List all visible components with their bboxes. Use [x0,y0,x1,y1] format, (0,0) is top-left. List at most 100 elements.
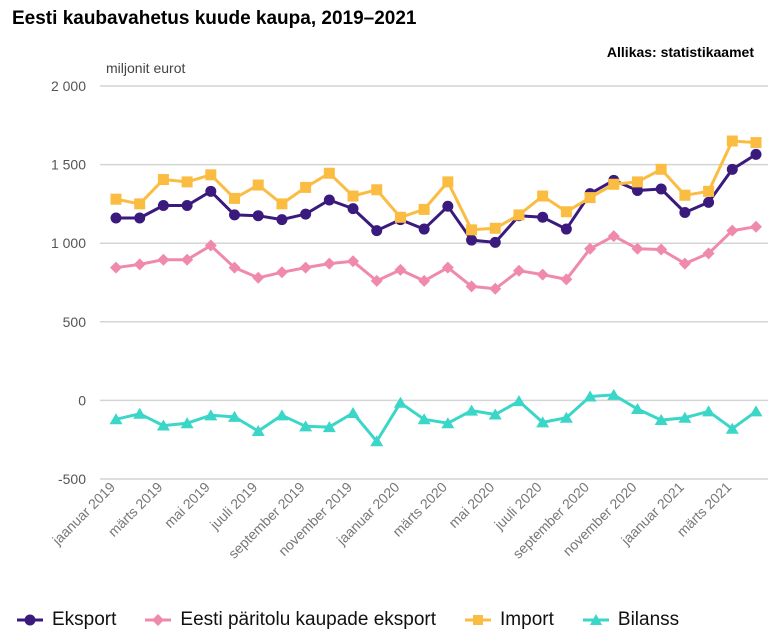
data-point [156,419,170,431]
data-point [442,200,454,212]
legend-label-eksport: Eksport [52,609,117,630]
data-point [750,148,762,160]
data-point [394,211,406,223]
data-point [180,417,194,429]
data-point [441,417,455,429]
data-point [560,223,572,235]
data-point [488,408,502,420]
data-point [229,209,241,221]
data-point [300,181,312,193]
data-point [630,403,644,415]
data-point [204,409,218,421]
data-point [181,176,193,188]
data-point [110,212,122,224]
data-point [512,395,526,407]
data-point [655,183,667,195]
data-point [276,214,288,226]
data-point [134,212,146,224]
legend-label-eesti-paritolu: Eesti päritolu kaupade eksport [180,609,437,630]
legend-item-eesti-paritolu[interactable]: Eesti päritolu kaupade eksport [144,609,436,631]
data-point [252,271,265,284]
data-point [371,225,383,237]
data-point [110,261,122,274]
data-point [371,184,383,196]
data-point [655,163,667,175]
data-point [560,206,572,218]
legend-label-bilanss: Bilanss [617,609,680,630]
data-point [418,223,430,235]
y-axis-label: miljonit eurot [106,60,185,76]
data-point [631,242,644,255]
data-point [181,199,193,211]
legend-item-eksport[interactable]: Eksport [16,609,116,631]
data-point [631,185,643,197]
data-point [702,247,715,260]
data-point [725,422,739,434]
data-point [465,404,479,416]
data-point [583,390,597,402]
legend-item-bilanss[interactable]: Bilanss [582,609,679,631]
data-point [393,396,407,408]
data-point [322,421,336,433]
data-point [347,255,360,268]
data-point [133,407,147,419]
data-point [750,220,762,233]
y-tick-label: 2 000 [51,78,86,94]
y-tick-label: 0 [78,392,86,408]
data-point [631,176,643,188]
line-chart: -500 0 500 1 000 1 500 2 000 miljonit eurot jaa… [48,60,768,562]
data-point [442,176,454,188]
data-point [394,263,407,276]
data-point [489,222,501,234]
data-point [299,261,312,274]
data-point [537,190,549,202]
data-point [323,257,336,270]
data-point [275,409,289,421]
data-point [489,236,501,248]
legend-marker-eesti-paritolu [145,614,172,626]
data-point [228,410,242,422]
data-point [466,224,478,236]
series-line-3 [115,393,757,443]
data-point [252,179,264,191]
y-tick-label: 1 500 [51,157,86,173]
y-tick-label: 1 000 [51,235,86,251]
data-point [204,239,217,252]
x-tick-label: jaanuar 2019 [48,479,118,549]
data-point [726,224,739,237]
source-label: Allikas: statistikaamet [606,44,754,60]
series-line-0 [116,153,757,244]
data-point [465,280,478,293]
data-point [607,388,621,400]
data-point [252,210,264,222]
x-tick-label: mai 2020 [445,479,497,531]
data-point [370,274,383,287]
legend-marker-eksport [17,614,43,626]
legend-item-import[interactable]: Import [464,609,554,631]
data-point [584,192,596,204]
data-point [679,207,691,219]
data-point [537,211,549,223]
legend-marker-bilanss [582,614,609,625]
data-point [275,266,288,279]
series-line-1 [115,225,757,291]
legend-label-import: Import [500,609,554,630]
data-point [655,243,668,256]
data-point [703,196,715,208]
data-point [418,274,431,287]
data-point [679,189,691,201]
data-point [251,425,265,437]
chart-title: Eesti kaubavahetus kuude kaupa, 2019–202… [12,8,417,29]
data-point [607,230,620,243]
data-point [749,405,763,417]
data-point [299,420,313,432]
data-point [560,273,573,286]
data-point [347,203,359,215]
data-point [134,198,146,210]
data-point [418,203,430,215]
data-point [608,178,620,190]
legend: Eksport Eesti päritolu kaupade eksport I… [16,606,707,634]
data-point [678,257,691,270]
data-point [584,242,597,255]
data-point [323,167,335,179]
